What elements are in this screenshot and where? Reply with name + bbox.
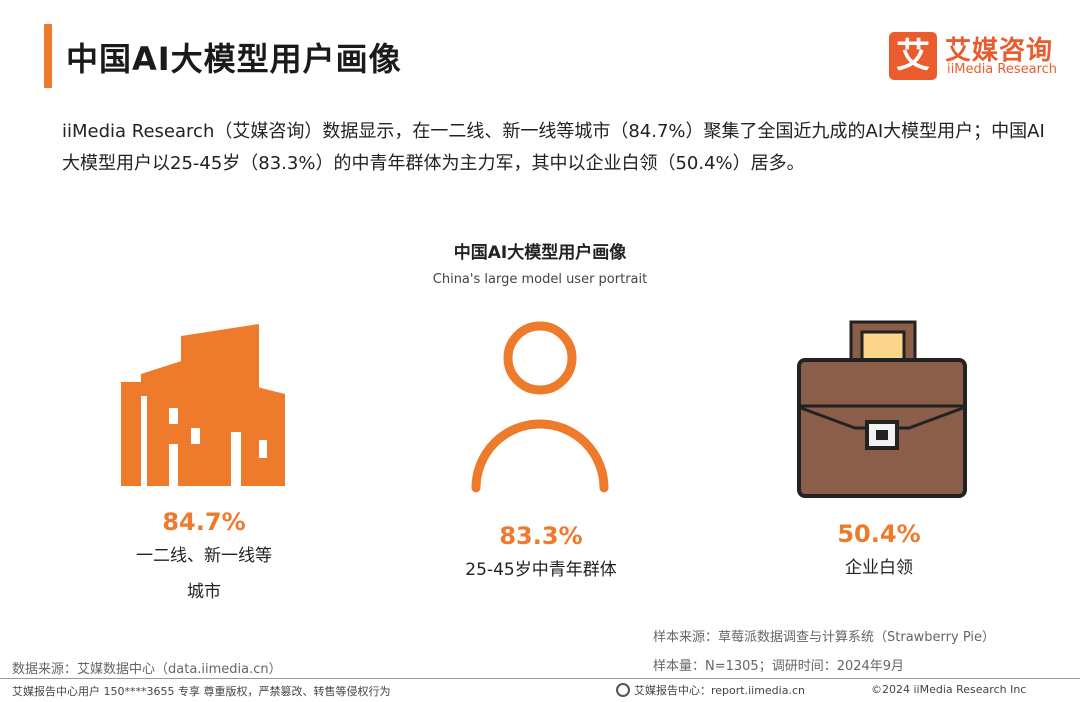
report-center-icon bbox=[616, 683, 630, 697]
logo-text-en: iiMedia Research bbox=[947, 62, 1058, 77]
brand-logo: 艾 艾媒咨询 iiMedia Research bbox=[889, 28, 1061, 84]
data-source-note: 数据来源：艾媒数据中心（data.iimedia.cn） bbox=[12, 662, 282, 677]
value-city: 84.7% bbox=[162, 508, 246, 536]
label-age: 25-45岁中青年群体 bbox=[465, 560, 617, 580]
page-title: 中国AI大模型用户画像 bbox=[66, 40, 402, 78]
logo-mark: 艾 bbox=[889, 32, 937, 80]
sample-size-note: 样本量：N=1305；调研时间：2024年9月 bbox=[653, 659, 905, 674]
description-paragraph: iiMedia Research（艾媒咨询）数据显示，在一二线、新一线等城市（8… bbox=[62, 121, 1045, 174]
footer-report-center-text: 艾媒报告中心：report.iimedia.cn bbox=[634, 684, 805, 697]
city-buildings-icon bbox=[121, 324, 285, 486]
portrait-item-age: 83.3% 25-45岁中青年群体 bbox=[441, 318, 641, 588]
title-accent-bar bbox=[44, 24, 52, 88]
chart-title: 中国AI大模型用户画像 bbox=[453, 243, 627, 263]
person-icon bbox=[471, 321, 609, 493]
footer-copyright: ©2024 iiMedia Research Inc bbox=[871, 683, 1027, 696]
value-occupation: 50.4% bbox=[837, 520, 921, 548]
briefcase-icon bbox=[797, 320, 967, 498]
logo-text-cn: 艾媒咨询 bbox=[945, 36, 1054, 66]
label-city-line2: 城市 bbox=[187, 582, 221, 602]
footer-divider bbox=[0, 678, 1080, 679]
portrait-item-city: 84.7% 一二线、新一线等 城市 bbox=[104, 322, 304, 610]
chart-subtitle: China's large model user portrait bbox=[432, 272, 648, 287]
label-occupation: 企业白领 bbox=[845, 558, 913, 578]
footer-report-center: 艾媒报告中心：report.iimedia.cn bbox=[616, 682, 805, 698]
sample-source-note: 样本来源：草莓派数据调查与计算系统（Strawberry Pie） bbox=[653, 630, 995, 645]
portrait-item-occupation: 50.4% 企业白领 bbox=[779, 318, 979, 586]
label-city-line1: 一二线、新一线等 bbox=[136, 546, 272, 566]
value-age: 83.3% bbox=[499, 522, 583, 550]
footer-copyright-notice: 艾媒报告中心用户 150****3655 专享 尊重版权，严禁篡改、转售等侵权行… bbox=[12, 685, 391, 698]
